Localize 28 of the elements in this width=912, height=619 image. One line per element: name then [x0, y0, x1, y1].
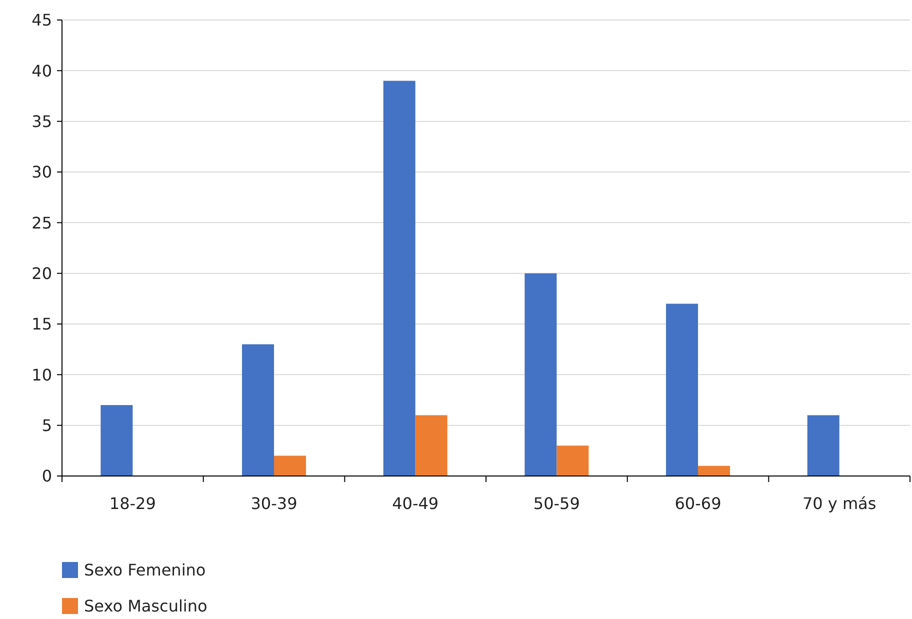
y-tick-label: 30	[32, 162, 52, 182]
x-tick-label: 70 y más	[802, 494, 876, 513]
y-tick-label: 25	[32, 213, 52, 232]
bar	[556, 446, 589, 476]
x-tick-label: 50-59	[533, 494, 580, 513]
bar	[242, 344, 274, 476]
y-tick-label: 5	[42, 416, 52, 435]
bar	[807, 415, 840, 476]
x-tick-label: 40-49	[392, 494, 439, 513]
bar	[383, 80, 416, 476]
legend-label: Sexo Femenino	[84, 560, 206, 580]
x-tick-label: 60-69	[674, 494, 722, 513]
bar	[100, 405, 133, 476]
bar	[698, 466, 730, 476]
bar	[415, 415, 448, 476]
y-tick-label: 0	[42, 466, 52, 486]
y-tick-label: 35	[32, 112, 52, 131]
bar	[274, 456, 306, 476]
y-tick-label: 20	[32, 264, 52, 283]
x-tick-label: 30-39	[250, 494, 298, 513]
legend-label: Sexo Masculino	[84, 596, 208, 616]
bar	[666, 304, 698, 476]
y-tick-label: 15	[32, 314, 52, 334]
x-tick-label: 18-29	[109, 494, 156, 513]
y-tick-label: 10	[32, 365, 52, 384]
bar	[524, 273, 557, 476]
y-tick-label: 40	[32, 61, 52, 80]
y-tick-label: 45	[32, 10, 52, 30]
